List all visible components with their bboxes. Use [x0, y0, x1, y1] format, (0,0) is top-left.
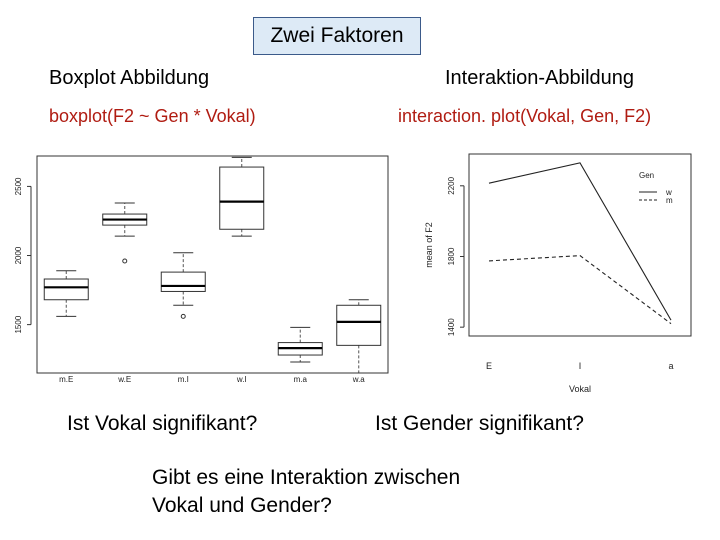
- interaction-legend-title: Gen: [639, 171, 654, 180]
- question-interaction-line1: Gibt es eine Interaktion zwischen: [152, 466, 461, 489]
- interaction-series-line-w: [488, 162, 672, 321]
- boxplot-x-tick-label: w.I: [236, 375, 247, 384]
- question-vokal: Ist Vokal signifikant?: [67, 412, 258, 435]
- boxplot-x-tick-label: m.E: [59, 375, 73, 384]
- interaction-legend-label-m: m: [666, 196, 673, 205]
- boxplot-x-tick-label: w.E: [117, 375, 131, 384]
- interaction-heading: Interaktion-Abbildung: [445, 67, 635, 89]
- interaction-x-tick-label: E: [486, 361, 492, 371]
- boxplot-x-tick-label: m.I: [178, 375, 189, 384]
- boxplot-code: boxplot(F2 ~ Gen * Vokal): [49, 106, 256, 126]
- interaction-y-tick-label: 1800: [447, 247, 456, 265]
- interaction-y-axis-label: mean of F2: [424, 222, 434, 268]
- boxplot-box: [219, 166, 265, 230]
- boxplot-box: [160, 271, 206, 292]
- question-interaction-line2: Vokal und Gender?: [152, 494, 332, 517]
- boxplot-x-tick-label: w.a: [352, 375, 366, 384]
- question-interaction: Gibt es eine Interaktion zwischen Vokal …: [152, 464, 460, 520]
- boxplot-y-tick-label: 1500: [14, 315, 23, 333]
- boxplot-box: [336, 304, 382, 346]
- boxplot-box: [43, 278, 89, 301]
- boxplot-frame: [36, 155, 389, 374]
- question-gender: Ist Gender signifikant?: [375, 412, 584, 435]
- interaction-frame: [468, 153, 692, 337]
- boxplot-outlier: [180, 313, 186, 319]
- interaction-y-tick-label: 2200: [447, 176, 456, 194]
- interaction-x-tick-label: I: [579, 361, 582, 371]
- boxplot-heading: Boxplot Abbildung: [49, 67, 210, 89]
- slide-title: Zwei Faktoren: [253, 17, 421, 55]
- interaction-x-tick-label: a: [668, 361, 673, 371]
- interaction-series-line-m: [488, 255, 672, 325]
- interaction-code: interaction. plot(Vokal, Gen, F2): [398, 106, 652, 126]
- interaction-x-axis-label: Vokal: [569, 384, 591, 394]
- boxplot-chart: 1500 2000 2500 m.E w.E m.I w.I m.a w.a: [14, 155, 389, 384]
- interaction-y-tick-label: 1400: [447, 318, 456, 336]
- boxplot-y-tick-label: 2500: [14, 177, 23, 195]
- boxplot-x-tick-label: m.a: [294, 375, 308, 384]
- boxplot-outlier: [122, 258, 128, 264]
- interaction-legend-label-w: w: [665, 188, 672, 197]
- boxplot-y-tick-label: 2000: [14, 246, 23, 264]
